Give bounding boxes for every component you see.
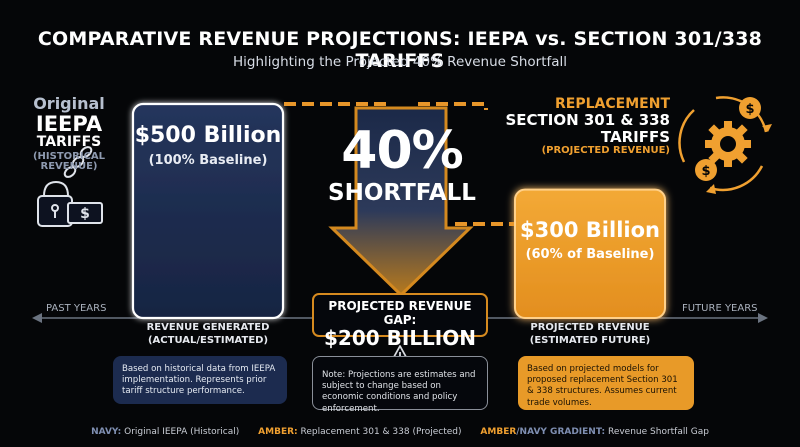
axis-past-label: PAST YEARS (46, 303, 107, 314)
bar-section-301-338 (514, 188, 666, 319)
revenue-gap-value: $200 BILLION (324, 326, 476, 350)
bar-ieepa-caption: REVENUE GENERATED (ACTUAL/ESTIMATED) (133, 322, 283, 347)
bar-replacement-caption-line2: (ESTIMATED FUTURE) (529, 334, 651, 346)
bar-replacement-caption: PROJECTED REVENUE (ESTIMATED FUTURE) (515, 322, 665, 347)
replacement-label-line1: REPLACEMENT (555, 96, 670, 112)
legend-item-navy: NAVY: Original IEEPA (Historical) (91, 427, 242, 437)
gear-dollar-cycle-icon: $ $ (678, 96, 772, 194)
bar-replacement-caption-line1: PROJECTED REVENUE (530, 322, 650, 333)
legend-key-navy: NAVY: (91, 427, 122, 437)
legend-key-gradient-navy: /NAVY GRADIENT: (516, 427, 606, 437)
revenue-gap-label: PROJECTED REVENUE GAP: (328, 299, 472, 327)
legend-text-amber: Replacement 301 & 338 (Projected) (300, 427, 462, 437)
bar-replacement-sub-label: (60% of Baseline) (525, 247, 655, 262)
replacement-label-line4: (PROJECTED REVENUE) (541, 145, 670, 157)
bar-ieepa (131, 102, 285, 320)
lock-chain-money-icon: $ (37, 146, 103, 227)
bar-ieepa-caption-line1: REVENUE GENERATED (146, 322, 270, 333)
legend-text-gradient: Revenue Shortfall Gap (607, 427, 709, 437)
replacement-label-line2: SECTION 301 & 338 (505, 111, 670, 130)
chart-subtitle: Highlighting the Projected 40% Revenue S… (232, 54, 568, 70)
note-historical: Based on historical data from IEEPA impl… (113, 356, 287, 404)
legend: NAVY: Original IEEPA (Historical) AMBER:… (0, 427, 800, 437)
ieepa-label-line3: TARIFFS (36, 133, 102, 150)
bar-ieepa-sub-label: (100% Baseline) (148, 153, 268, 168)
legend-key-gradient-amber: AMBER (480, 427, 517, 437)
legend-text-navy: Original IEEPA (Historical) (124, 427, 240, 437)
bar-ieepa-value-label: $500 Billion (134, 123, 282, 148)
down-arrow (328, 106, 474, 298)
ieepa-label: Original IEEPA TARIFFS (HISTORICAL REVEN… (14, 94, 124, 173)
svg-text:$: $ (745, 102, 754, 117)
ieepa-label-line4: (HISTORICAL REVENUE) (32, 150, 106, 173)
note-projected: Based on projected models for proposed r… (518, 356, 694, 410)
bar-replacement-value-label: $300 Billion (520, 218, 660, 242)
legend-item-amber: AMBER: Replacement 301 & 338 (Projected) (258, 427, 464, 437)
svg-text:$: $ (701, 164, 710, 179)
shortfall-word: SHORTFALL (328, 180, 476, 206)
bar-ieepa-caption-line2: (ACTUAL/ESTIMATED) (147, 334, 269, 346)
ieepa-label-line2: IEEPA (35, 111, 103, 136)
shortfall-percent: 40% (341, 121, 463, 181)
note-disclaimer: Note: Projections are estimates and subj… (312, 356, 488, 414)
svg-text:$: $ (80, 206, 90, 222)
axis-future-label: FUTURE YEARS (682, 303, 758, 314)
replacement-label-line3: TARIFFS (600, 127, 670, 146)
dashed-connectors (284, 102, 514, 226)
legend-key-amber: AMBER: (258, 427, 298, 437)
ieepa-label-line1: Original (33, 94, 105, 113)
revenue-gap-box: PROJECTED REVENUE GAP: $200 BILLION (312, 293, 488, 349)
replacement-label: REPLACEMENT SECTION 301 & 338 TARIFFS (P… (488, 96, 670, 157)
chart-title: COMPARATIVE REVENUE PROJECTIONS: IEEPA v… (37, 28, 763, 72)
legend-item-gradient: AMBER/NAVY GRADIENT: Revenue Shortfall G… (480, 427, 709, 437)
